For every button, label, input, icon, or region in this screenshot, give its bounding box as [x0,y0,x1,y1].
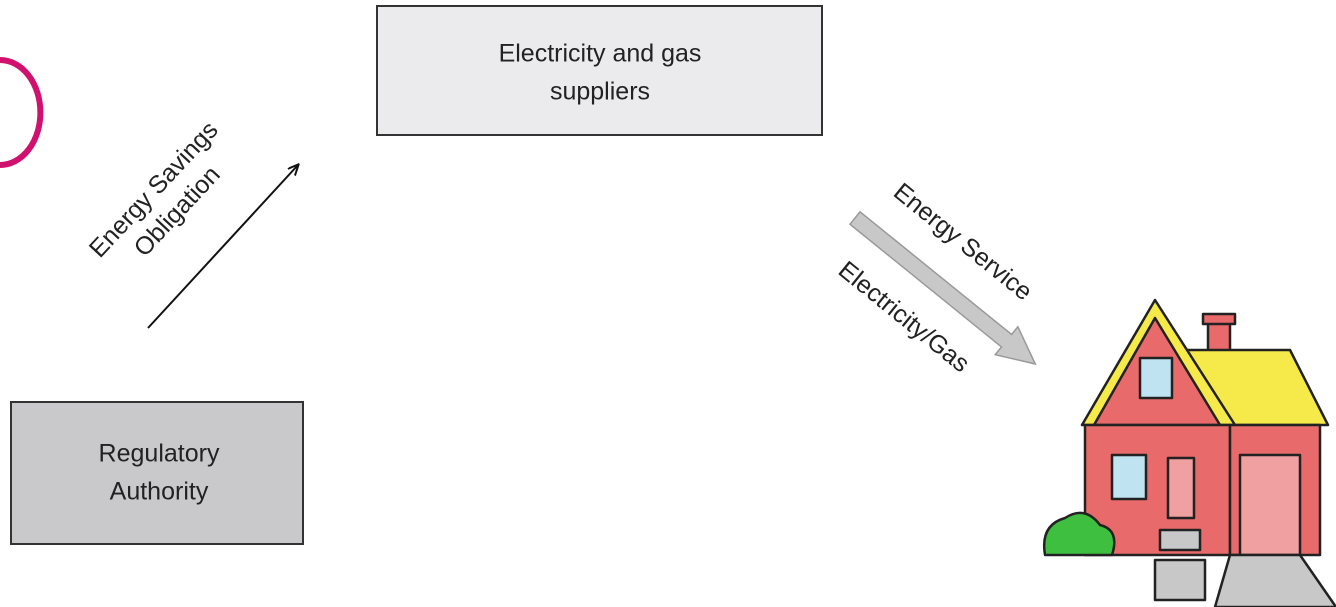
suppliers-box [377,6,822,135]
diagram: Electricity and gas suppliers Regulatory… [0,0,1336,607]
decor-arc [0,60,40,165]
node-label: Authority [110,478,209,506]
edge-label: Energy Service [888,178,1037,306]
house [1044,300,1336,607]
regulator-box [11,402,303,544]
edge-label: Electricity/Gas [833,256,975,378]
node-label: Regulatory [99,440,220,468]
node-label: Electricity and gas [499,40,702,68]
node-label: suppliers [550,78,650,106]
